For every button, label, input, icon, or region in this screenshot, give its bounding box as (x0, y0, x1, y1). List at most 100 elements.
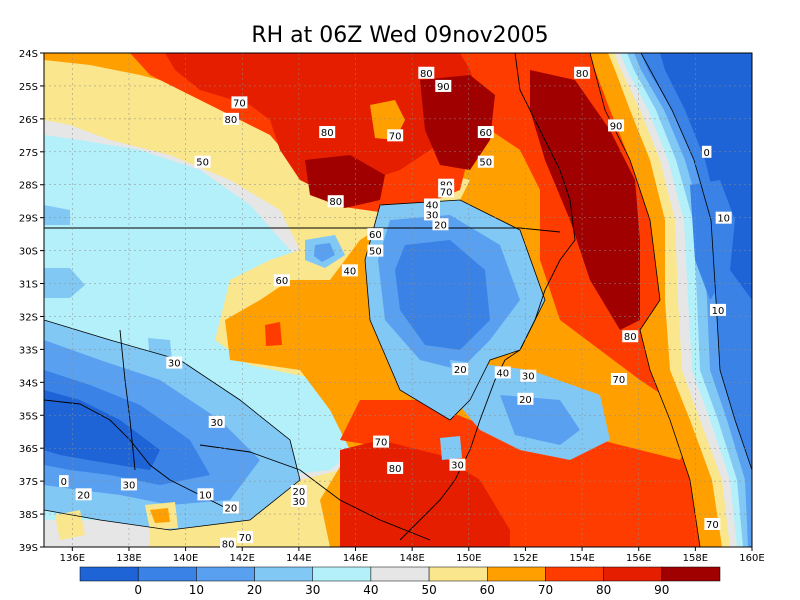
y-tick-label: 35S (19, 411, 38, 422)
colorbar-swatch (603, 566, 663, 582)
y-tick-label: 37S (19, 477, 38, 488)
x-tick-label: 144E (286, 553, 311, 564)
contour-label: 10 (717, 214, 730, 225)
contour-label: 0 (704, 148, 710, 159)
contour-label-bg (373, 435, 390, 448)
contour-label: 0 (61, 477, 67, 488)
contour-label-bg (194, 155, 211, 168)
colorbar-label: 70 (538, 583, 553, 597)
contour-label: 20 (293, 487, 306, 498)
contour-label-bg (59, 475, 69, 488)
colorbar-label: 10 (189, 583, 204, 597)
contour-label-bg (435, 79, 452, 92)
contour-label-bg (231, 96, 248, 109)
contour-label-bg (701, 145, 712, 158)
contour-label-bg (432, 218, 449, 231)
coastline-and-borders (44, 53, 576, 541)
contour-label-bg (327, 195, 344, 208)
contour-label-bg (341, 264, 358, 277)
contour-label: 60 (276, 276, 289, 287)
contour-labels: 8090807080807090600505080708040302010605… (59, 66, 732, 551)
y-axis: 24S 25S 26S 27S 28S 29S 30S 31S 32S 33S 34S 35S 36S 3… (19, 49, 44, 554)
grid-lines (44, 53, 752, 547)
contour-label: 70 (239, 533, 252, 544)
y-tick-label: 33S (19, 345, 38, 356)
contour-label: 30 (426, 210, 439, 221)
x-tick-label: 158E (683, 553, 708, 564)
contour-label-bg (367, 244, 384, 257)
contour-label: 30 (123, 480, 136, 491)
y-tick-label: 39S (19, 543, 38, 554)
contour-label: 50 (196, 158, 209, 169)
plot-frame (43, 52, 753, 548)
contour-label-bg (704, 517, 721, 530)
colorbar-label: 50 (421, 583, 436, 597)
contour-label: 30 (451, 461, 464, 472)
contour-label: 30 (210, 418, 223, 429)
y-tick-label: 38S (19, 510, 38, 521)
contour-label: 70 (389, 131, 402, 142)
contour-label: 80 (420, 69, 433, 80)
y-tick-label: 30S (19, 247, 38, 258)
y-tick-label: 26S (19, 115, 38, 126)
y-tick-label: 28S (19, 181, 38, 192)
y-tick-label: 25S (19, 82, 38, 93)
contour-label-bg (452, 363, 469, 376)
contour-label: 90 (437, 82, 450, 93)
x-tick-label: 154E (569, 553, 594, 564)
contour-label: 80 (389, 464, 402, 475)
contour-label: 80 (222, 540, 235, 551)
contour-band-90-core-north (420, 75, 495, 170)
border-sa-nsw (119, 329, 136, 471)
colorbar: 0 10 20 30 40 50 60 70 80 90 (79, 566, 721, 597)
colorbar-swatch (196, 566, 255, 582)
contour-label: 30 (293, 497, 306, 508)
contour-label: 80 (624, 332, 637, 343)
contour-label-bg (494, 366, 511, 379)
state-border-nsw-vic (199, 444, 431, 541)
contour-label-bg (222, 112, 239, 125)
contour-label: 70 (613, 375, 626, 386)
y-tick-label: 34S (19, 378, 38, 389)
contour-label-bg (319, 126, 336, 139)
y-tick-label: 27S (19, 148, 38, 159)
contour-label-bg (273, 274, 290, 287)
pocket-70-south (150, 508, 170, 523)
contour-label: 80 (321, 128, 334, 139)
colorbar-label: 80 (596, 583, 611, 597)
colorbar-swatch (428, 566, 488, 582)
state-border-qld-nsw (44, 227, 561, 233)
pocket-80-west (265, 322, 282, 346)
x-tick-label: 148E (399, 553, 424, 564)
colorbar-swatch (254, 566, 313, 582)
contour-label: 30 (168, 359, 181, 370)
west-band-0 (44, 390, 160, 470)
pocket-20-mid (314, 243, 335, 262)
contour-line-coast-east (640, 53, 752, 471)
contour-band-90-core-east (530, 70, 640, 330)
colorbar-label: 30 (305, 583, 320, 597)
contour-label-bg (120, 478, 137, 491)
contour-label-bg (574, 66, 591, 79)
chart-title: RH at 06Z Wed 09nov2005 (251, 23, 548, 48)
colorbar-swatch (79, 566, 139, 582)
trough-band-20-south (500, 395, 580, 445)
colorbar-swatch (487, 566, 546, 582)
contour-label: 70 (233, 98, 246, 109)
contour-label: 90 (610, 121, 623, 132)
contour-label-bg (418, 66, 435, 79)
contour-line-trough (364, 199, 546, 421)
contour-label-bg (387, 129, 404, 142)
contour-label-bg (423, 198, 440, 211)
contour-label-bg (220, 537, 237, 550)
contour-label: 20 (225, 503, 238, 514)
pocket-60-southwest (55, 510, 85, 540)
colorbar-label: 0 (134, 583, 142, 597)
contour-label: 50 (369, 247, 382, 258)
contour-band-80-south (340, 440, 510, 547)
contour-label-bg (197, 488, 214, 501)
x-tick-label: 138E (116, 553, 141, 564)
contour-label: 10 (199, 490, 212, 501)
